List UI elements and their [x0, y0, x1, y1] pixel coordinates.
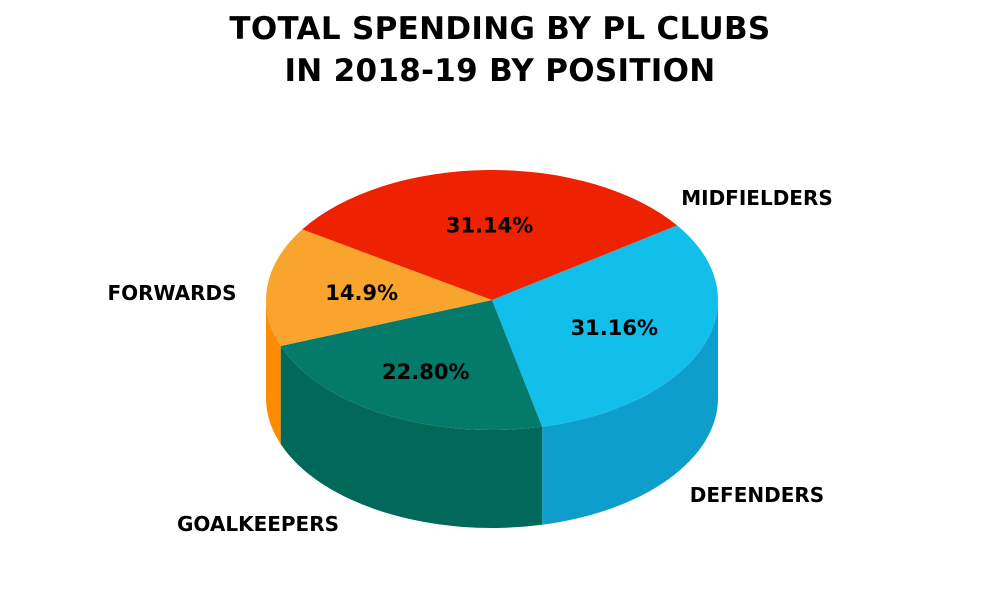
slice-label-midfielders: MIDFIELDERS [681, 186, 833, 210]
pie-side-midfielders [542, 300, 718, 525]
slice-label-goalkeepers: GOALKEEPERS [177, 512, 339, 536]
slice-value-defenders: 22.80% [382, 360, 469, 384]
slice-value-midfielders: 31.16% [571, 316, 658, 340]
slice-value-goalkeepers: 14.9% [325, 281, 398, 305]
slice-label-defenders: DEFENDERS [690, 483, 824, 507]
pie-side-goalkeepers [266, 300, 281, 445]
pie-sides [266, 300, 718, 528]
pie-slice-defenders [280, 300, 543, 430]
pie-side-defenders [280, 346, 543, 528]
pie-slice-forwards [302, 170, 678, 300]
chart-title-line-2: IN 2018-19 BY POSITION [284, 53, 716, 89]
slice-label-forwards: FORWARDS [107, 281, 236, 305]
chart-title: TOTAL SPENDING BY PL CLUBS IN 2018-19 BY… [0, 8, 1000, 92]
chart-title-line-1: TOTAL SPENDING BY PL CLUBS [229, 11, 771, 47]
pie-top [266, 170, 718, 430]
slice-value-forwards: 31.14% [446, 214, 533, 238]
pie-slice-midfielders [492, 225, 718, 427]
pie-slice-goalkeepers [266, 229, 492, 347]
